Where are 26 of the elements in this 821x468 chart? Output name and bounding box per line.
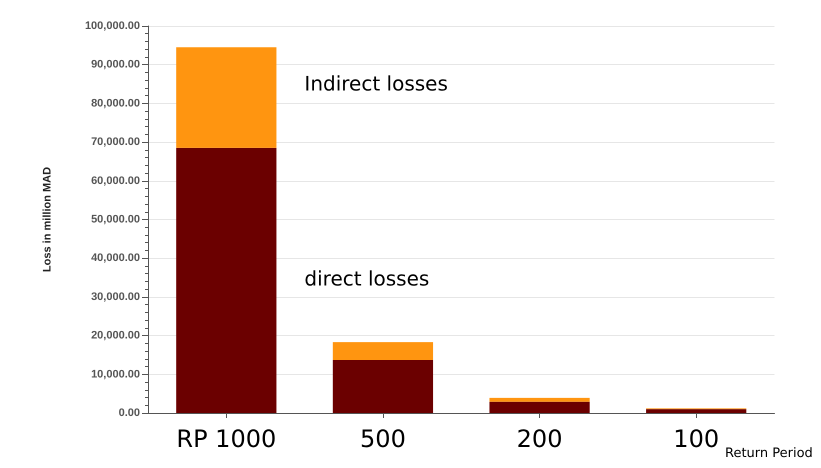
- bar: [489, 402, 590, 413]
- y-tick-label: 30,000.00: [91, 290, 140, 303]
- x-axis-title: Return Period: [725, 446, 813, 461]
- y-axis-title: Loss in million MAD: [42, 166, 54, 272]
- y-tick-label: 70,000.00: [91, 136, 140, 148]
- x-tick-label: 100: [673, 425, 720, 453]
- y-tick-label: 0.00: [118, 407, 140, 419]
- y-tick-label: 20,000.00: [91, 330, 140, 342]
- bar: [646, 409, 746, 413]
- y-tick-label: 40,000.00: [91, 252, 140, 264]
- x-tick-label: RP 1000: [176, 425, 276, 453]
- series-label: direct losses: [304, 266, 430, 290]
- bar: [489, 398, 590, 402]
- y-tick-label: 90,000.00: [91, 58, 140, 71]
- y-tick-label: 60,000.00: [91, 174, 140, 187]
- y-tick-label: 50,000.00: [91, 214, 140, 226]
- y-tick-label: 100,000.00: [84, 20, 140, 32]
- x-tick-label: 500: [360, 425, 406, 453]
- bar: [332, 360, 434, 413]
- y-tick-label: 80,000.00: [91, 97, 140, 110]
- series-label: Indirect losses: [304, 72, 448, 96]
- bar: [176, 148, 276, 413]
- bar: [176, 47, 276, 148]
- x-tick-label: 200: [516, 425, 562, 453]
- bar: [332, 342, 434, 360]
- y-tick-label: 10,000.00: [91, 368, 140, 380]
